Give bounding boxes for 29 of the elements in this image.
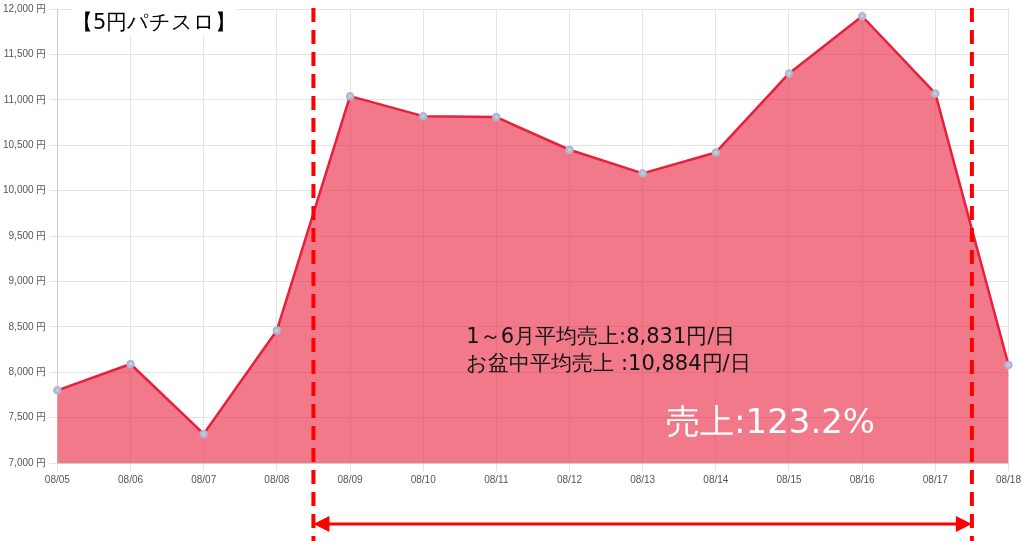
annotation: 売上:123.2% (666, 400, 876, 444)
y-tick-label: 11,000 円 (3, 93, 47, 105)
y-tick-label: 10,500 円 (2, 138, 47, 150)
y-tick-label: 9,500 円 (8, 229, 47, 241)
y-tick-label: 12,000 円 (2, 2, 47, 14)
x-tick-label: 08/17 (922, 473, 949, 485)
x-tick-label: 08/05 (44, 473, 71, 485)
y-tick-label: 11,500 円 (3, 48, 47, 60)
y-tick-label: 7,000 円 (8, 456, 47, 468)
x-tick-label: 08/16 (849, 473, 876, 485)
x-tick-label: 08/09 (337, 473, 363, 485)
y-tick-label: 8,000 円 (8, 365, 47, 377)
x-tick-label: 08/12 (556, 473, 583, 485)
x-tick-label: 08/18 (995, 473, 1022, 485)
x-tick-label: 08/13 (630, 473, 656, 485)
x-tick-label: 08/08 (264, 473, 290, 485)
y-tick-label: 8,500 円 (8, 320, 47, 332)
y-tick-label: 9,000 円 (8, 275, 47, 287)
x-tick-label: 08/07 (191, 473, 217, 485)
annotation: お盆中平均売上 :10,884円/日 (466, 350, 751, 378)
x-tick-label: 08/06 (118, 473, 144, 485)
x-tick-label: 08/14 (703, 473, 729, 485)
y-tick-label: 10,000 円 (2, 184, 47, 196)
x-tick-label: 08/10 (410, 473, 437, 485)
chart-title: 【5円パチスロ】 (72, 8, 237, 36)
y-tick-label: 7,500 円 (8, 411, 47, 423)
x-tick-label: 08/15 (776, 473, 802, 485)
annotation: 1～6月平均売上:8,831円/日 (466, 322, 736, 350)
x-tick-label: 08/11 (484, 473, 509, 485)
